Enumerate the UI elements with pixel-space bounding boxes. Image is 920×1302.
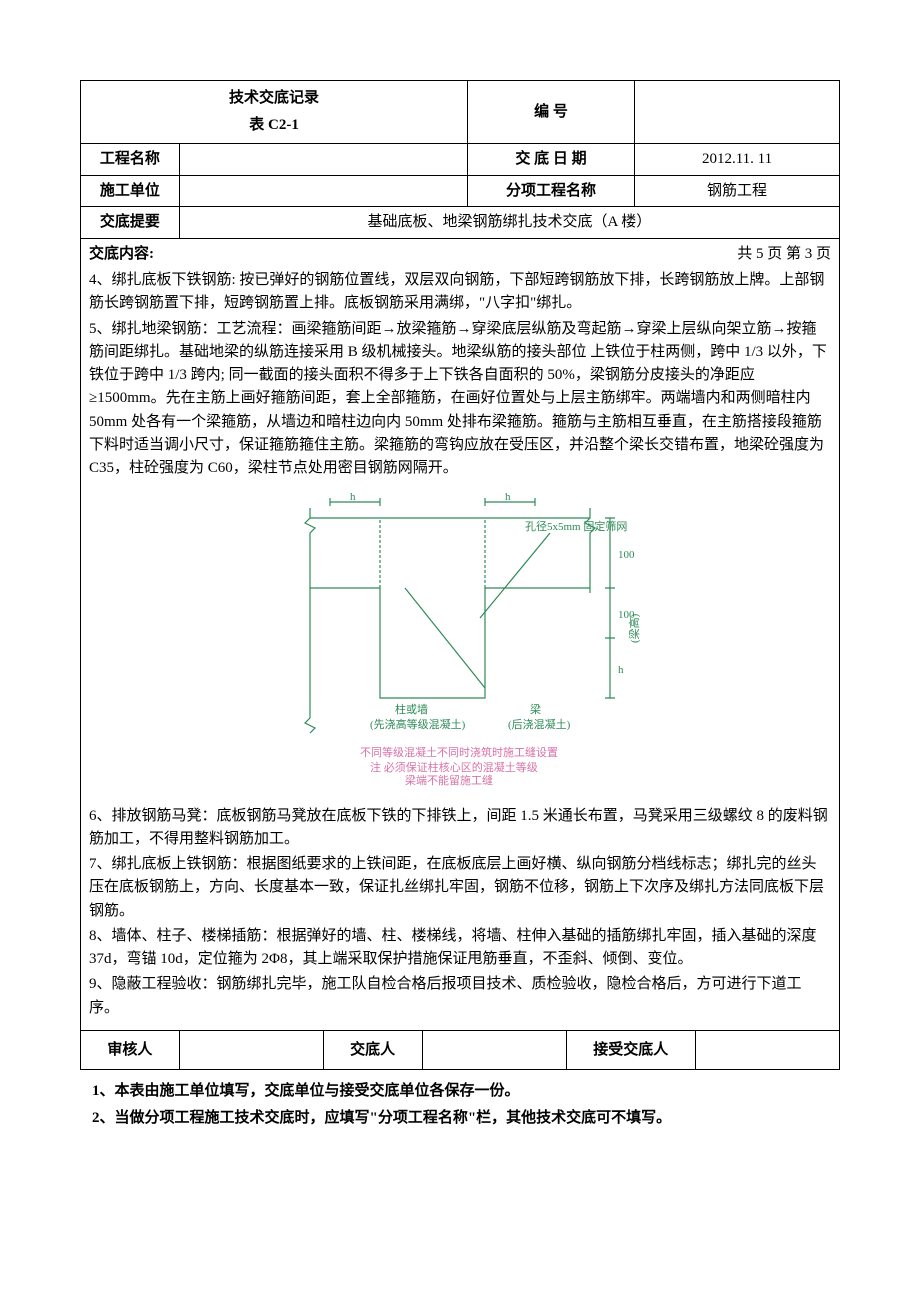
title-line2: 表 C2-1 — [249, 117, 299, 133]
para-5: 5、绑扎地梁钢筋：工艺流程：画梁箍筋间距→放梁箍筋→穿梁底层纵筋及弯起筋→穿梁上… — [89, 318, 831, 481]
receiver-value — [695, 1031, 839, 1070]
receiver-label: 接受交底人 — [566, 1031, 695, 1070]
reviewer-label: 审核人 — [81, 1031, 180, 1070]
note-2: 2、当做分项工程施工技术交底时，应填写"分项工程名称"栏，其他技术交底可不填写。 — [92, 1105, 840, 1132]
content-body: 4、绑扎底板下铁钢筋: 按已弹好的钢筋位置线，双层双向钢筋，下部短跨钢筋放下排，… — [81, 267, 839, 1030]
content-heading: 交底内容: — [89, 246, 154, 262]
diag-h1: h — [350, 491, 356, 503]
subproject-label: 分项工程名称 — [468, 175, 635, 207]
project-name-label: 工程名称 — [81, 144, 180, 176]
date-label: 交 底 日 期 — [468, 144, 635, 176]
para-6: 6、排放钢筋马凳：底板钢筋马凳放在底板下铁的下排铁上，间距 1.5 米通长布置，… — [89, 805, 831, 852]
content-section: 交底内容: 共 5 页 第 3 页 4、绑扎底板下铁钢筋: 按已弹好的钢筋位置线… — [80, 239, 840, 1031]
diag-cap2: 注 必须保证柱核心区的混凝土等级 — [370, 760, 538, 774]
title-line1: 技术交底记录 — [229, 90, 319, 106]
para-4: 4、绑扎底板下铁钢筋: 按已弹好的钢筋位置线，双层双向钢筋，下部短跨钢筋放下排，… — [89, 269, 831, 316]
para-9: 9、隐蔽工程验收：钢筋绑扎完毕，施工队自检合格后报项目技术、质检验收，隐检合格后… — [89, 973, 831, 1020]
diag-100a: 100 — [618, 549, 635, 561]
page-info: 共 5 页 第 3 页 — [737, 243, 831, 266]
unit-label: 施工单位 — [81, 175, 180, 207]
diag-beam: 梁 — [530, 702, 541, 716]
diag-cap3: 梁端不能留施工缝 — [405, 773, 493, 787]
reviewer-value — [179, 1031, 323, 1070]
diag-cap1: 不同等级混凝土不同时浇筑时施工缝设置 — [360, 745, 558, 759]
diag-h2: h — [505, 491, 511, 503]
content-header: 交底内容: 共 5 页 第 3 页 — [81, 239, 839, 268]
diag-col-note: (先浇高等级混凝土) — [370, 717, 466, 731]
diag-beamh: (梁高) — [627, 614, 641, 644]
disclose-value — [422, 1031, 566, 1070]
para-8: 8、墙体、柱子、楼梯插筋：根据弹好的墙、柱、楼梯线，将墙、柱伸入基础的插筋绑扎牢… — [89, 925, 831, 972]
diag-hv: h — [618, 664, 624, 676]
disclose-label: 交底人 — [323, 1031, 422, 1070]
diag-col: 柱或墙 — [395, 702, 428, 716]
date-value: 2012.11. 11 — [635, 144, 840, 176]
para-7: 7、绑扎底板上铁钢筋：根据图纸要求的上铁间距，在底板底层上画好横、纵向钢筋分档线… — [89, 853, 831, 923]
unit-value — [179, 175, 467, 207]
code-value — [635, 81, 840, 144]
construction-diagram-svg: h h 孔径5x5mm 固定筛网 100 100 h (梁高) 柱或墙 (先浇高… — [250, 488, 670, 788]
note-1: 1、本表由施工单位填写，交底单位与接受交底单位各保存一份。 — [92, 1078, 840, 1105]
diagram: h h 孔径5x5mm 固定筛网 100 100 h (梁高) 柱或墙 (先浇高… — [89, 488, 831, 796]
signoff-table: 审核人 交底人 接受交底人 — [80, 1031, 840, 1071]
summary-label: 交底提要 — [81, 207, 180, 239]
doc-title: 技术交底记录 表 C2-1 — [81, 81, 468, 144]
diag-beam-note: (后浇混凝土) — [508, 717, 571, 731]
summary-value: 基础底板、地梁钢筋绑扎技术交底（A 楼） — [179, 207, 839, 239]
code-label: 编 号 — [468, 81, 635, 144]
subproject-value: 钢筋工程 — [635, 175, 840, 207]
footnotes: 1、本表由施工单位填写，交底单位与接受交底单位各保存一份。 2、当做分项工程施工… — [80, 1078, 840, 1132]
header-table: 技术交底记录 表 C2-1 编 号 工程名称 交 底 日 期 2012.11. … — [80, 80, 840, 239]
project-name-value — [179, 144, 467, 176]
diag-mesh: 孔径5x5mm 固定筛网 — [525, 519, 627, 533]
